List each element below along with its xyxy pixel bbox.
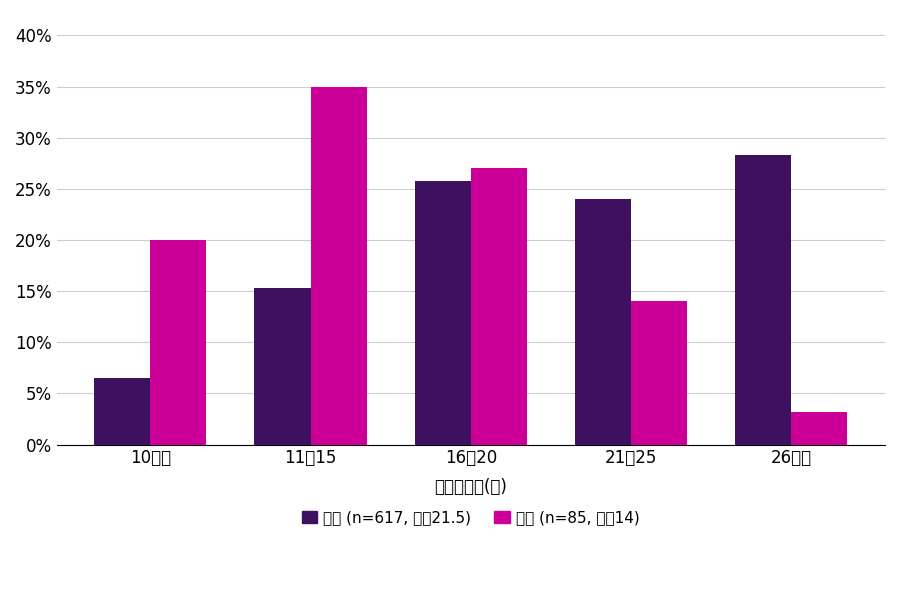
Bar <box>575 199 631 444</box>
Bar <box>471 169 526 444</box>
Bar <box>735 155 791 444</box>
X-axis label: 運用商品数(本): 運用商品数(本) <box>435 479 508 497</box>
Bar <box>150 240 206 444</box>
Bar <box>255 288 310 444</box>
Bar <box>415 181 471 444</box>
Bar <box>631 302 687 444</box>
Bar <box>791 412 847 444</box>
Legend: 日本 (n=617, 平均21.5), 米国 (n=85, 平均14): 日本 (n=617, 平均21.5), 米国 (n=85, 平均14) <box>296 504 645 532</box>
Bar <box>310 87 366 444</box>
Bar <box>94 378 150 444</box>
